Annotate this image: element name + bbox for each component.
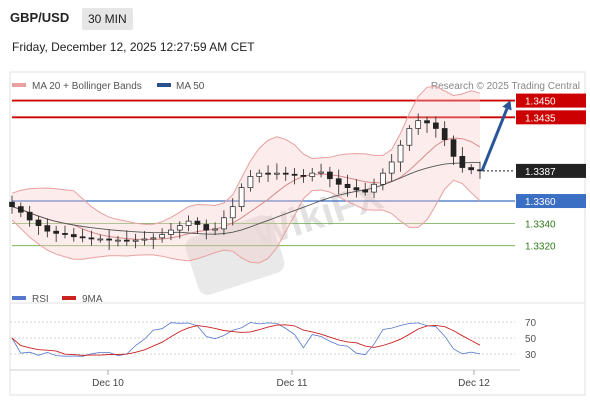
candle-body [35,219,42,226]
candle-body [159,234,165,239]
bollinger-band [12,86,480,263]
candle-body [353,187,360,191]
rsi-tick-label: 30 [525,350,537,361]
candle-body [327,171,333,180]
chart-header: GBP/USD 30 MIN [0,0,590,34]
level-lines: 1.3450 1.3435 1.3387 1.3360 1.3340 1.3320 [12,93,586,253]
candle-body [123,239,130,242]
candle-body [221,217,227,230]
candle-body [26,211,33,221]
ma50-legend-label: MA 50 [176,81,205,92]
candle-body [141,238,148,241]
candle-body [468,167,475,171]
timeframe-button[interactable]: 30 MIN [82,8,133,30]
level-label-box [516,110,586,125]
candle-body [150,237,157,240]
candle-body [53,230,60,234]
ma50-line [11,161,481,235]
rsi-line [11,322,481,357]
research-credit: Research © 2025 Trading Central [431,81,580,92]
candle-body [229,206,236,219]
level-label-box [516,194,586,209]
x-tick-label: Dec 10 [92,378,124,389]
candle-body [415,120,422,129]
candle-body [256,172,263,177]
candle-body [344,183,351,188]
candles [9,113,483,250]
candle-body [406,128,413,146]
candle-body [335,178,342,185]
candle-body [441,128,448,140]
ma20-legend-swatch [12,83,26,87]
candle-body [397,144,404,163]
candle-body [132,239,139,242]
candle-body [265,172,271,175]
projection-arrow-head [502,100,512,111]
rsi-legend-label: RSI [32,294,49,305]
x-tick-label: Dec 12 [458,378,490,389]
candle-body [424,120,430,124]
candle-body [291,173,298,176]
candle-body [185,220,192,226]
candle-body [9,201,15,207]
ma50-legend-swatch [157,83,171,87]
level-label: 1.3340 [525,219,556,230]
candle-body [450,139,457,157]
ma9-legend-label: 9MA [82,294,103,305]
candle-body [203,224,210,231]
level-label: 1.3360 [525,197,556,208]
level-label-box [516,163,586,178]
x-tick-label: Dec 11 [277,378,308,389]
ma9-line [11,324,481,356]
candle-body [388,161,395,174]
candle-body [362,189,369,193]
candle-body [17,206,24,213]
ma9-legend-swatch [62,296,76,300]
bollinger-lower-line [11,179,481,264]
candle-body [88,237,95,240]
projection-arrow [480,108,509,172]
candle-body [380,172,386,185]
report-datetime: Friday, December 12, 2025 12:27:59 AM CE… [12,40,255,54]
candle-body [247,176,254,188]
ma20-legend-label: MA 20 + Bollinger Bands [32,81,142,92]
candle-body [309,172,316,177]
level-label: 1.3320 [525,242,556,253]
candle-body [115,239,121,242]
candle-body [432,122,439,129]
candle-body [168,229,174,235]
candle-body [44,225,51,232]
candle-body [371,183,377,193]
candle-body [300,175,307,177]
level-label-box [516,93,586,108]
level-label: 1.3435 [525,113,556,124]
candle-body [176,225,183,231]
candle-body [106,238,112,241]
candle-body [79,236,86,239]
rsi-tick-label: 50 [525,334,537,345]
chart-frame [9,71,586,396]
pair-symbol: GBP/USD [10,10,70,25]
rsi-tick-label: 70 [525,318,537,329]
candle-body [70,234,77,238]
ma20-line [11,137,481,240]
candle-body [274,172,280,175]
level-label: 1.3450 [525,97,556,108]
bollinger-upper-line [11,85,481,225]
candle-body [212,228,218,231]
level-label: 1.3387 [525,167,556,178]
candle-body [318,171,324,174]
candle-body [194,220,201,225]
candle-body [282,172,289,175]
candle-body [97,238,104,241]
candle-body [459,156,466,168]
candle-body [62,233,68,235]
rsi-grid: 70 50 30 [10,318,537,361]
watermark-logo-shape [185,215,285,295]
candle-body [238,187,245,207]
x-axis-ticks: Dec 10 Dec 11 Dec 12 [92,370,490,389]
rsi-legend-swatch [12,296,26,300]
